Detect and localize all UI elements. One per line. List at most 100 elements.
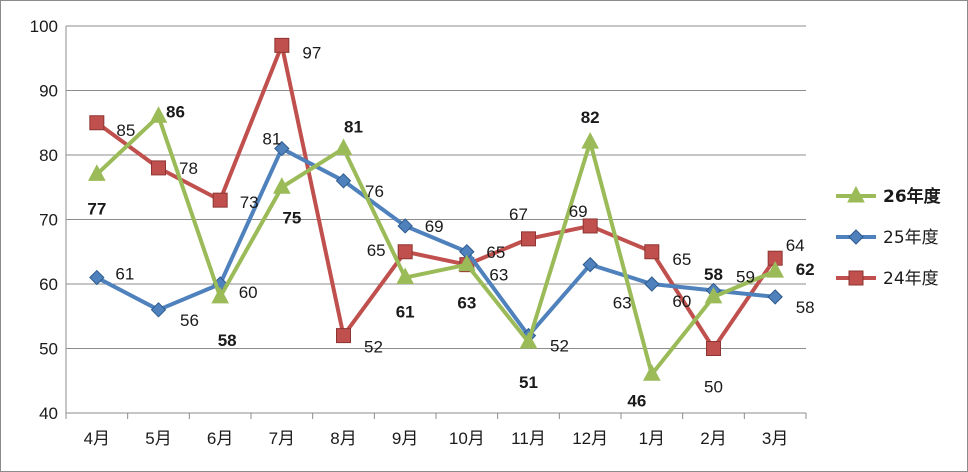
square-marker [582, 218, 598, 234]
data-label: 85 [116, 121, 135, 140]
triangle-marker [334, 138, 353, 156]
square-marker [706, 341, 721, 356]
x-axis-labels: 4月 5月 6月 7月 8月 9月 10月 11月 12月 1月 2月 3月 [65, 413, 807, 448]
x-tick-label: 3月 [762, 429, 788, 448]
data-label: 58 [704, 265, 723, 284]
square-marker [274, 37, 290, 53]
data-label: 76 [365, 182, 384, 201]
triangle-marker [704, 286, 723, 304]
data-label: 63 [489, 266, 508, 285]
square-marker [89, 115, 105, 131]
x-tick-label: 1月 [639, 429, 665, 448]
triangle-marker [458, 254, 476, 272]
data-label: 77 [87, 199, 106, 218]
data-label: 52 [550, 337, 569, 356]
data-label: 82 [581, 108, 600, 127]
data-label: 81 [262, 130, 281, 149]
data-label: 59 [736, 267, 755, 286]
data-label: 50 [704, 378, 723, 397]
data-label: 51 [519, 373, 538, 392]
y-tick-label: 40 [39, 404, 58, 423]
y-tick-label: 60 [39, 275, 58, 294]
triangle-marker [766, 261, 785, 278]
data-label: 62 [796, 260, 815, 279]
series-line [95, 114, 776, 377]
data-label: 97 [302, 43, 321, 62]
data-label: 60 [672, 292, 691, 311]
square-marker [397, 244, 413, 260]
y-tick-label: 90 [39, 82, 58, 101]
square-marker [336, 328, 351, 344]
x-tick-label: 12月 [572, 429, 608, 448]
data-label: 63 [457, 294, 476, 313]
data-label: 46 [627, 391, 646, 410]
x-tick-label: 10月 [449, 429, 485, 448]
y-tick-label: 80 [39, 146, 58, 165]
data-label: 67 [509, 205, 528, 224]
x-tick-label: 2月 [700, 429, 726, 448]
data-label: 56 [180, 311, 199, 330]
square-marker [521, 231, 536, 247]
x-tick-label: 7月 [269, 429, 295, 448]
data-label: 69 [425, 217, 444, 236]
data-label: 60 [239, 283, 258, 302]
legend-label: 25年度 [883, 228, 939, 248]
data-label: 86 [166, 102, 185, 121]
series-26 [88, 106, 785, 381]
gridlines: 40 50 60 70 80 90 100 [30, 17, 806, 423]
data-label: 73 [240, 193, 259, 212]
legend: 26年度 25年度 24年度 [836, 185, 942, 289]
x-tick-label: 11月 [511, 429, 546, 448]
triangle-marker [581, 132, 600, 149]
legend-label: 24年度 [883, 269, 939, 289]
triangle-marker [396, 267, 414, 285]
data-label: 58 [218, 331, 237, 350]
diamond-marker [582, 256, 598, 273]
square-marker [644, 244, 660, 260]
data-label: 52 [364, 338, 383, 357]
data-label: 61 [396, 303, 415, 322]
data-label: 64 [786, 236, 805, 255]
data-label: 78 [179, 159, 198, 178]
triangle-marker [273, 177, 291, 194]
x-tick-label: 8月 [330, 429, 356, 448]
diamond-marker [767, 289, 783, 305]
legend-label: 26年度 [883, 186, 942, 207]
x-tick-label: 6月 [207, 429, 233, 448]
diamond-marker [335, 173, 352, 189]
series-24 [89, 37, 783, 356]
data-label: 58 [796, 298, 815, 317]
square-marker [151, 160, 166, 176]
diamond-marker [644, 276, 660, 292]
diamond-marker [150, 302, 167, 318]
y-tick-label: 50 [39, 340, 58, 359]
square-marker [848, 270, 864, 286]
data-label: 65 [672, 250, 691, 269]
triangle-marker [519, 331, 538, 349]
data-label: 65 [367, 241, 386, 260]
diamond-marker [89, 269, 105, 286]
square-marker [212, 192, 228, 208]
series-line [95, 43, 777, 351]
triangle-marker [211, 286, 230, 304]
data-label: 63 [613, 294, 632, 313]
triangle-marker [642, 364, 661, 381]
x-tick-label: 9月 [392, 429, 418, 448]
y-tick-label: 70 [39, 211, 58, 230]
x-tick-label: 4月 [84, 429, 110, 448]
y-tick-label: 100 [30, 17, 58, 36]
data-label: 61 [115, 265, 134, 284]
triangle-marker [847, 185, 865, 203]
data-label: 75 [282, 208, 301, 227]
triangle-marker [149, 106, 168, 123]
data-label: 69 [569, 202, 588, 221]
series-line [95, 146, 776, 338]
diamond-marker [848, 229, 864, 245]
data-labels: 77 86 58 75 81 61 63 51 82 46 58 62 61 56 60 81 76 69 65 52… [87, 43, 814, 410]
diamond-marker [274, 140, 290, 157]
diamond-marker [397, 218, 413, 234]
x-tick-label: 5月 [145, 429, 171, 448]
triangle-marker [88, 164, 106, 181]
